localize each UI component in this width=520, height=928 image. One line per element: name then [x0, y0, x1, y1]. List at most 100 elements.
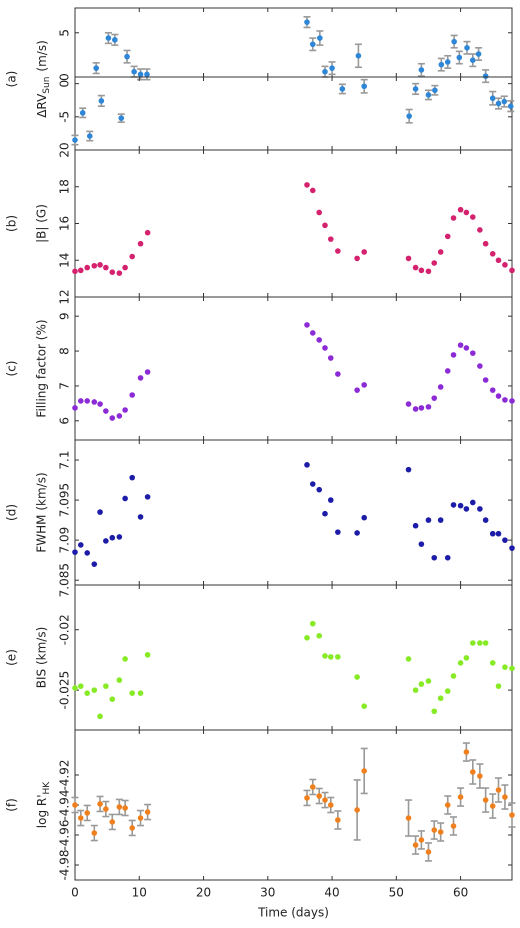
- point: [489, 95, 496, 102]
- point: [469, 214, 476, 220]
- point: [444, 368, 451, 374]
- point: [475, 51, 482, 57]
- point: [431, 260, 438, 266]
- point: [109, 696, 116, 702]
- panel-label: (f): [5, 798, 19, 812]
- point: [309, 330, 316, 336]
- point: [444, 233, 451, 240]
- point: [469, 640, 476, 646]
- point: [457, 502, 464, 509]
- point: [482, 240, 489, 247]
- point: [412, 687, 419, 693]
- point: [91, 830, 98, 836]
- point: [137, 240, 144, 247]
- point: [450, 502, 457, 508]
- point: [469, 769, 476, 775]
- point: [405, 401, 412, 407]
- point: [418, 681, 425, 687]
- point: [489, 803, 496, 809]
- point: [501, 98, 508, 105]
- panel-label: (b): [5, 215, 19, 232]
- point: [405, 656, 412, 662]
- y-tick-label: 14: [58, 253, 72, 268]
- point: [144, 494, 151, 500]
- point: [116, 534, 123, 540]
- point: [309, 481, 316, 487]
- point: [437, 384, 444, 390]
- point: [72, 268, 78, 275]
- point: [482, 640, 489, 646]
- y-tick-label: 9: [58, 312, 72, 320]
- point: [502, 397, 508, 403]
- point: [361, 703, 367, 709]
- panel-label: (e): [5, 649, 19, 666]
- point: [131, 68, 137, 75]
- point: [354, 807, 360, 813]
- point: [463, 506, 470, 512]
- point: [116, 270, 123, 276]
- point: [304, 19, 310, 25]
- point: [502, 664, 508, 670]
- point: [339, 86, 346, 92]
- point: [304, 322, 310, 328]
- y-axis-title: |B| (G): [35, 204, 49, 243]
- point: [477, 227, 483, 233]
- point: [72, 137, 78, 143]
- point: [431, 554, 438, 561]
- point: [109, 415, 116, 421]
- point: [77, 683, 84, 689]
- point: [79, 110, 86, 116]
- point: [450, 352, 457, 358]
- point: [444, 802, 451, 808]
- point: [463, 345, 470, 351]
- point: [477, 506, 483, 512]
- y-tick-label: -0.025: [58, 671, 72, 710]
- point: [316, 793, 323, 799]
- point: [502, 794, 508, 800]
- point: [495, 100, 502, 107]
- point: [327, 654, 334, 660]
- y-axis-title: ΔRVSun (m/s): [35, 40, 52, 118]
- point: [309, 187, 316, 194]
- point: [477, 363, 483, 369]
- point: [103, 408, 109, 414]
- point: [91, 687, 98, 693]
- point: [137, 815, 144, 821]
- y-tick-label: 0: [58, 73, 72, 81]
- point: [432, 87, 438, 94]
- point: [84, 550, 91, 556]
- point: [431, 395, 438, 401]
- x-tick-label: 10: [132, 886, 147, 900]
- point: [509, 665, 515, 672]
- point: [122, 656, 128, 662]
- y-tick-label: -4.98: [58, 849, 72, 880]
- point: [444, 688, 451, 694]
- point: [118, 115, 125, 121]
- point: [93, 65, 100, 71]
- point: [327, 355, 334, 361]
- point: [144, 652, 151, 658]
- point: [457, 206, 464, 213]
- point: [469, 57, 476, 63]
- point: [361, 514, 367, 521]
- point: [116, 413, 123, 419]
- point: [322, 68, 328, 75]
- point: [418, 67, 425, 73]
- point: [437, 695, 444, 702]
- point: [304, 182, 310, 188]
- point: [144, 369, 151, 375]
- point: [463, 209, 470, 216]
- point: [309, 784, 316, 790]
- point: [489, 530, 496, 537]
- point: [335, 371, 341, 377]
- y-tick-label: 6: [58, 417, 72, 425]
- y-axis-title: BIS (km/s): [35, 627, 49, 689]
- point: [322, 653, 328, 659]
- point: [464, 45, 470, 51]
- point: [451, 38, 457, 45]
- y-axis-title-unit: (m/s): [35, 40, 49, 71]
- point: [105, 35, 112, 41]
- point: [361, 83, 367, 90]
- point: [489, 387, 496, 393]
- point: [418, 541, 425, 547]
